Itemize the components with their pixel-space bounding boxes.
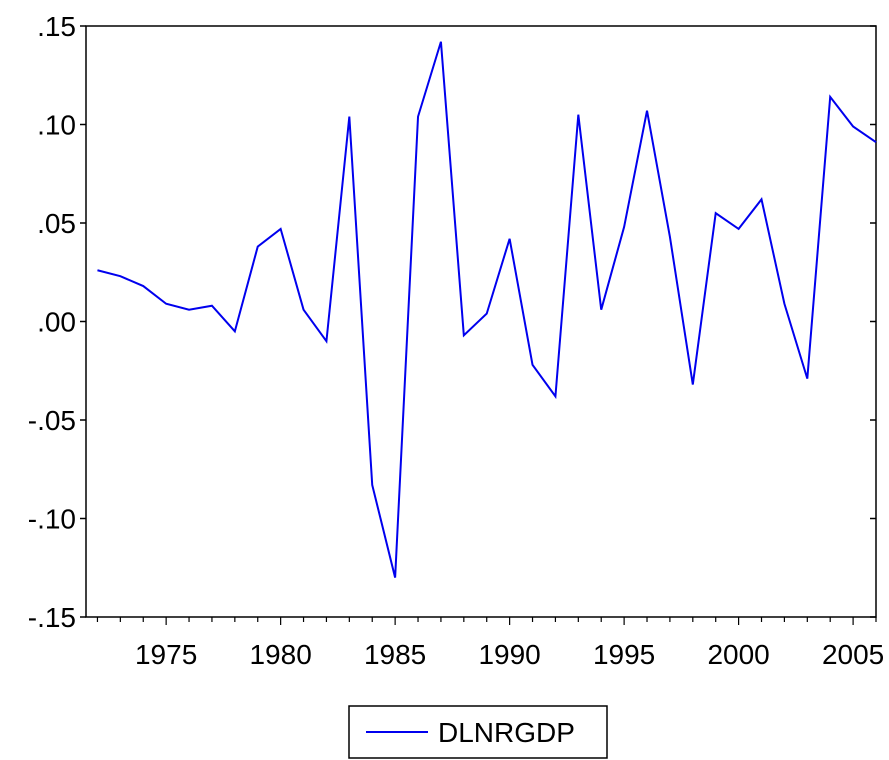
y-tick-label: .10 xyxy=(37,110,76,141)
x-tick-label: 1990 xyxy=(478,639,540,670)
x-tick-label: 1975 xyxy=(135,639,197,670)
x-tick-label: 1995 xyxy=(593,639,655,670)
plot-frame xyxy=(85,25,877,618)
series-line-dlnrgdp xyxy=(97,41,877,578)
x-tick-label: 1980 xyxy=(249,639,311,670)
plot-area xyxy=(85,25,877,618)
legend-label-dlnrgdp: DLNRGDP xyxy=(438,717,575,748)
x-axis: 1975 1980 1985 1990 1995 2000 2005 xyxy=(96,617,884,670)
series-lines xyxy=(97,41,877,578)
y-tick-label: .00 xyxy=(37,307,76,338)
y-tick-label: -.15 xyxy=(28,602,76,633)
legend: DLNRGDP xyxy=(348,705,608,759)
y-tick-label: -.10 xyxy=(28,504,76,535)
y-tick-label: -.05 xyxy=(28,405,76,436)
y-tick-label: .15 xyxy=(37,11,76,42)
y-tick-label: .05 xyxy=(37,208,76,239)
x-tick-label: 2000 xyxy=(707,639,769,670)
x-tick-label: 1985 xyxy=(364,639,426,670)
x-tick-label: 2005 xyxy=(822,639,884,670)
y-axis: -.15 -.10 -.05 .00 .05 .10 .15 xyxy=(28,11,876,633)
